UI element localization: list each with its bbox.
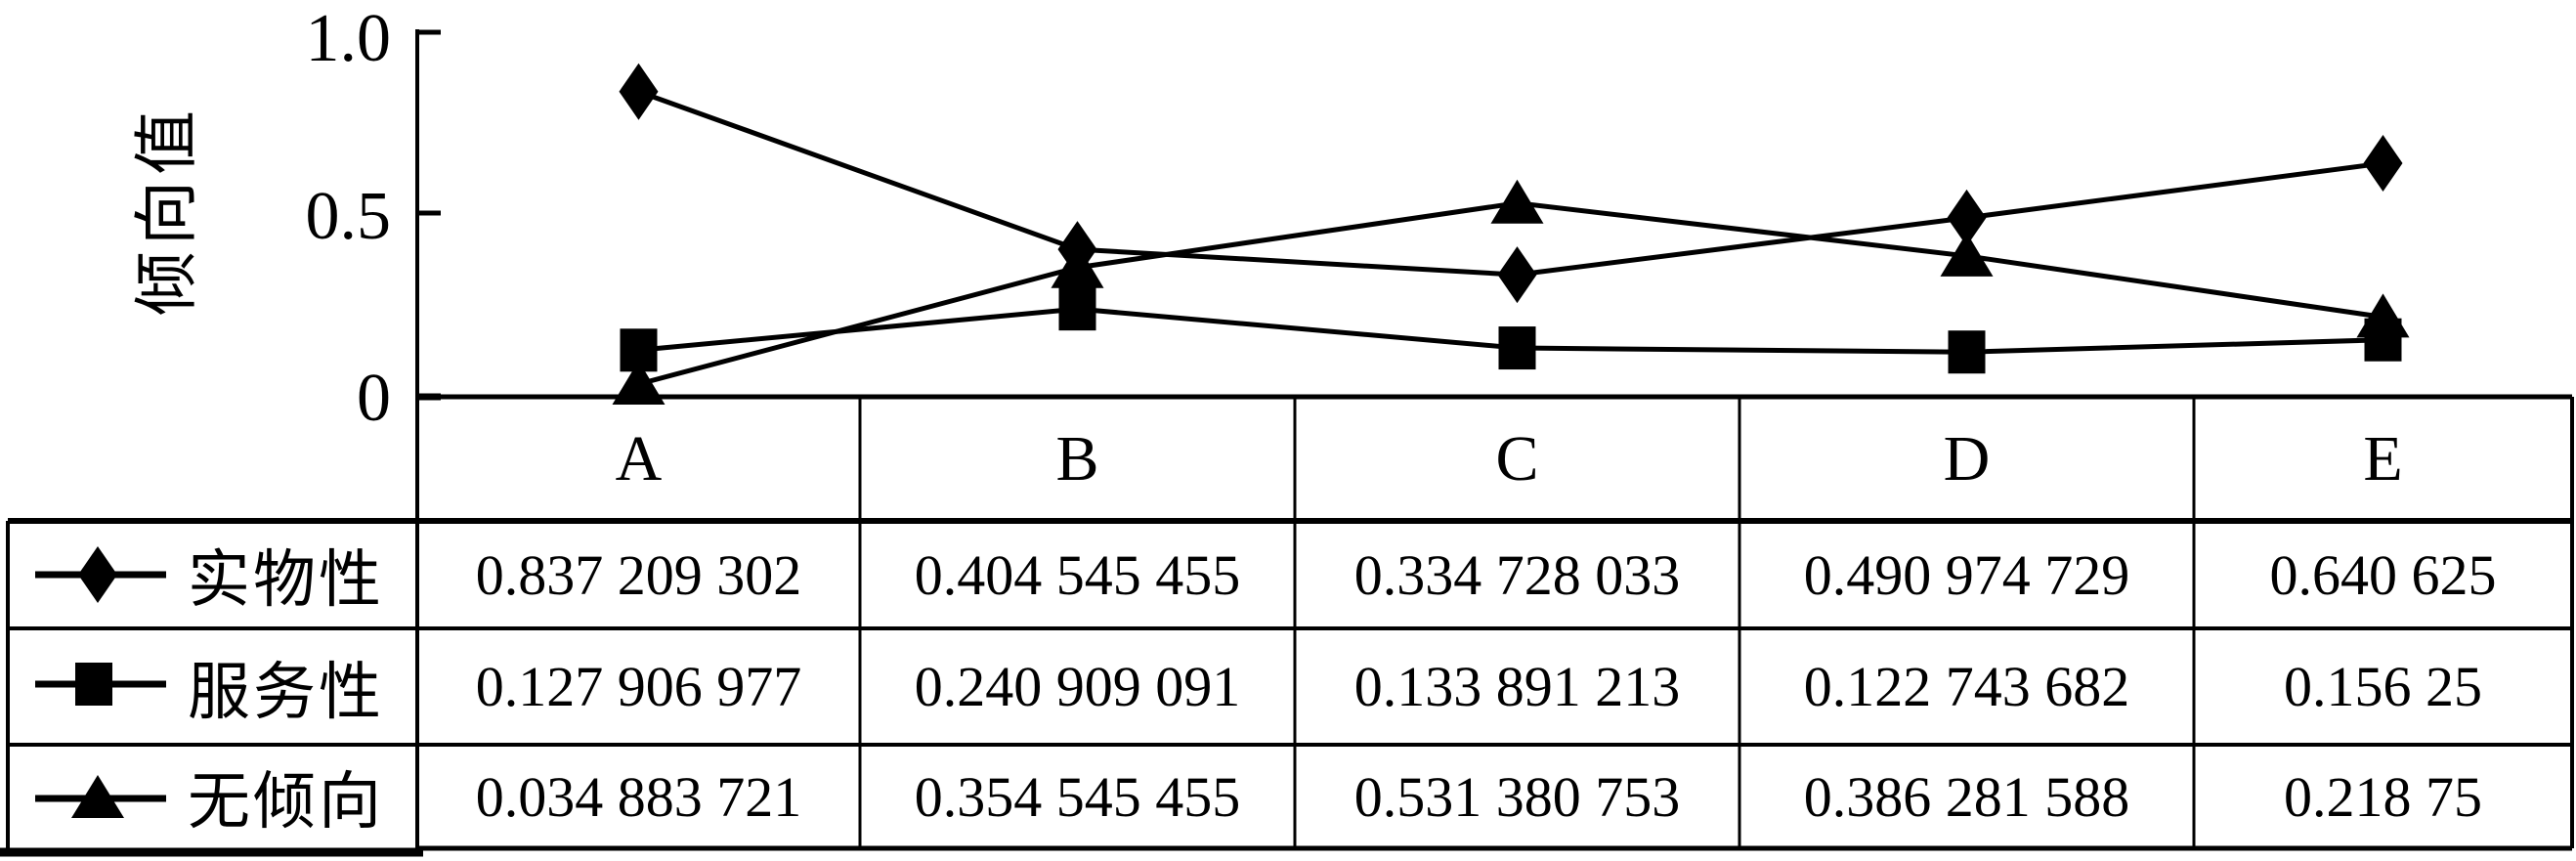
legend-label-series-2: 无倾向	[188, 767, 384, 837]
y-axis-title: 倾向值	[132, 105, 203, 316]
legend-diamond-marker-icon	[78, 546, 117, 603]
marker-diamond-s0-p0	[619, 63, 659, 120]
value-cell-r0-b: 0.404 545 455	[914, 542, 1241, 607]
value-cell-r0-e: 0.640 625	[2269, 542, 2497, 607]
value-cell-r1-e: 0.156 25	[2284, 655, 2482, 718]
value-cell-r2-d: 0.386 281 588	[1803, 764, 2130, 829]
axes	[415, 29, 2572, 850]
value-cell-r0-a: 0.837 209 302	[475, 542, 802, 607]
marker-triangle-s2-p2	[1490, 179, 1544, 224]
legend-glyphs	[35, 546, 166, 818]
marker-square-s1-p3	[1948, 330, 1986, 374]
value-cell-r1-d: 0.122 743 682	[1803, 655, 2130, 718]
col-header-b: B	[1055, 422, 1099, 495]
col-header-a: A	[615, 422, 663, 495]
col-header-e: E	[2363, 422, 2403, 495]
marker-diamond-s0-p2	[1497, 246, 1537, 304]
value-cell-r0-d: 0.490 974 729	[1803, 542, 2130, 607]
y-tick-label-1.0: 1.0	[305, 1, 392, 76]
y-tick-label-0.5: 0.5	[305, 179, 392, 254]
marker-triangle-s2-p4	[2356, 293, 2410, 338]
y-tick-label-0: 0	[357, 361, 391, 436]
table-grid	[0, 397, 2574, 857]
col-header-c: C	[1495, 422, 1539, 495]
legend-triangle-marker-icon	[71, 775, 124, 818]
marker-square-s1-p2	[1498, 326, 1536, 370]
marker-triangle-s2-p0	[612, 360, 665, 405]
marker-diamond-s0-p3	[1947, 189, 1987, 246]
value-cell-r1-a: 0.127 906 977	[475, 655, 802, 718]
value-cell-r1-c: 0.133 891 213	[1353, 655, 1681, 718]
value-cell-r1-b: 0.240 909 091	[914, 655, 1241, 718]
legend-label-series-0: 实物性	[188, 545, 384, 615]
legend-label-series-1: 服务性	[188, 657, 384, 727]
series-layer	[612, 63, 2410, 405]
marker-square-s1-p1	[1058, 287, 1096, 331]
value-cell-r2-e: 0.218 75	[2284, 764, 2482, 829]
marker-diamond-s0-p4	[2363, 135, 2403, 193]
value-cell-r0-c: 0.334 728 033	[1353, 542, 1681, 607]
value-cell-r2-a: 0.034 883 721	[475, 764, 802, 829]
series-0-line	[637, 89, 2383, 278]
value-cell-r2-c: 0.531 380 753	[1353, 764, 1681, 829]
col-header-d: D	[1943, 422, 1991, 495]
value-cell-r2-b: 0.354 545 455	[914, 764, 1241, 829]
marker-triangle-s2-p1	[1051, 243, 1104, 288]
marker-triangle-s2-p3	[1940, 232, 1994, 277]
legend-square-marker-icon	[75, 663, 112, 706]
